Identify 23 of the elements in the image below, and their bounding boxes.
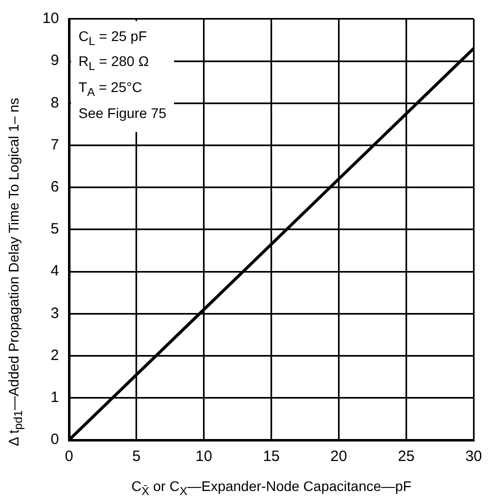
x-tick-label: 0	[64, 448, 74, 466]
y-tick-label: 8	[50, 94, 59, 112]
x-axis-title: C$_{X̄}$ or C$_{X}$—Expander-Node Capacitance—pF	[131, 478, 412, 500]
y-tick-label: 2	[50, 346, 59, 364]
y-tick-label: 10	[42, 10, 59, 28]
x-tick-label: 10	[196, 448, 212, 466]
y-tick-label: 4	[50, 262, 59, 280]
annotation: R$_{L}$ = 280 Ω	[78, 53, 149, 74]
y-tick-label: 0	[50, 431, 59, 448]
x-tick-label: 15	[262, 448, 280, 466]
y-tick-label: 9	[50, 52, 59, 70]
y-tick-label: 3	[50, 304, 59, 322]
x-tick-label: 25	[398, 448, 415, 466]
y-tick-label: 6	[50, 178, 59, 196]
y-tick-label: 7	[50, 136, 59, 154]
annotation: T$_{A}$ = 25°C	[78, 79, 142, 99]
y-tick-label: 1	[50, 389, 59, 406]
annotation: See Figure 75	[78, 104, 166, 121]
x-tick-label: 30	[465, 448, 482, 466]
annotation: C$_{L}$ = 25 pF	[78, 28, 147, 48]
y-tick-label: 5	[50, 220, 59, 238]
x-tick-label: 5	[132, 448, 141, 466]
x-tick-label: 20	[330, 448, 348, 466]
